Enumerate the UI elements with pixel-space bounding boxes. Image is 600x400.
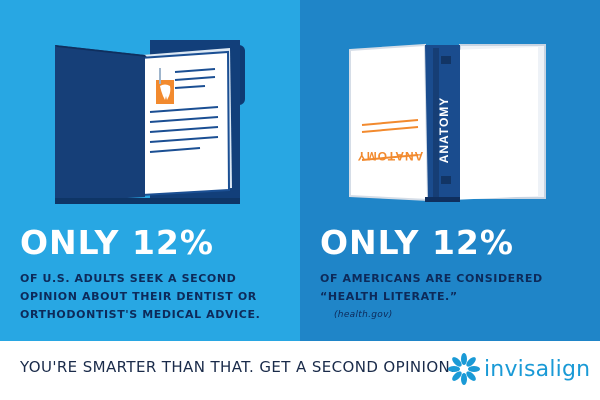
anatomy-book-icon: ANATOMY ANATOMY	[349, 43, 546, 202]
snowflake-star-icon	[448, 353, 480, 385]
right-source: (health.gov)	[334, 310, 393, 320]
right-panel: ANATOMY ANATOMY ONLY 12% OF AMERICANS AR…	[300, 0, 600, 341]
left-description: OF U.S. ADULTS SEEK A SECOND OPINION ABO…	[20, 272, 261, 321]
right-stat: ONLY 12%	[320, 223, 514, 262]
footer: YOU'RE SMARTER THAN THAT. GET A SECOND O…	[0, 341, 600, 400]
right-description: OF AMERICANS ARE CONSIDERED “HEALTH LITE…	[320, 272, 543, 303]
left-stat: ONLY 12%	[20, 223, 214, 262]
logo-text: invisalign	[484, 357, 591, 382]
tagline: YOU'RE SMARTER THAN THAT. GET A SECOND O…	[20, 358, 456, 376]
spine-label: ANATOMY	[437, 97, 451, 164]
left-panel: ONLY 12% OF U.S. ADULTS SEEK A SECOND OP…	[0, 0, 300, 341]
dental-folder-icon	[55, 40, 245, 204]
invisalign-logo[interactable]: invisalign	[446, 351, 596, 391]
